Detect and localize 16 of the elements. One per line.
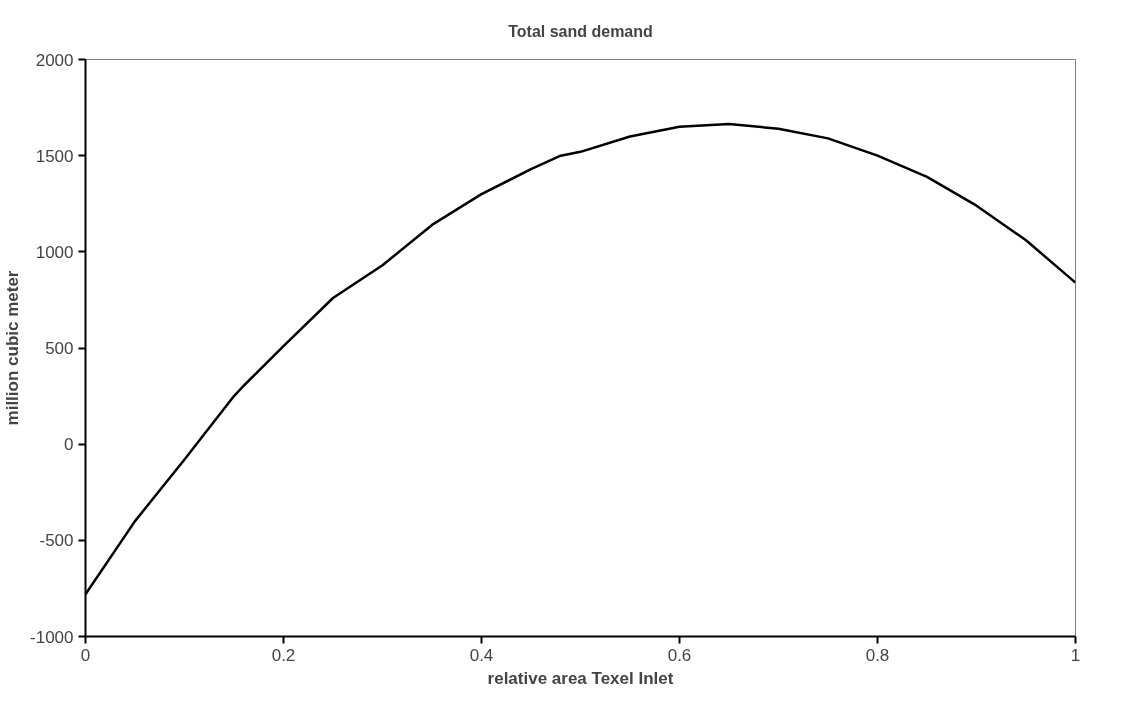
x-tick-label: 0.4: [469, 645, 494, 665]
y-tick-label: 500: [45, 339, 74, 358]
x-tick-label: 0.2: [271, 645, 296, 665]
x-tick-label: 0.6: [667, 645, 692, 665]
x-tick-label: 1: [1070, 645, 1081, 665]
x-tick-label: 0: [80, 645, 91, 665]
x-axis-title: relative area Texel Inlet: [487, 668, 674, 688]
y-tick-label: -500: [39, 531, 74, 551]
y-tick-label: -1000: [30, 627, 74, 647]
chart-title: Total sand demand: [508, 22, 653, 40]
y-tick-label: 0: [64, 435, 74, 455]
y-tick-label: 1500: [35, 146, 74, 166]
y-tick-label: 2000: [35, 50, 74, 70]
y-axis-title: million cubic meter: [3, 270, 23, 426]
x-tick-label: 0.8: [865, 645, 890, 665]
y-tick-label: 1000: [35, 242, 74, 262]
